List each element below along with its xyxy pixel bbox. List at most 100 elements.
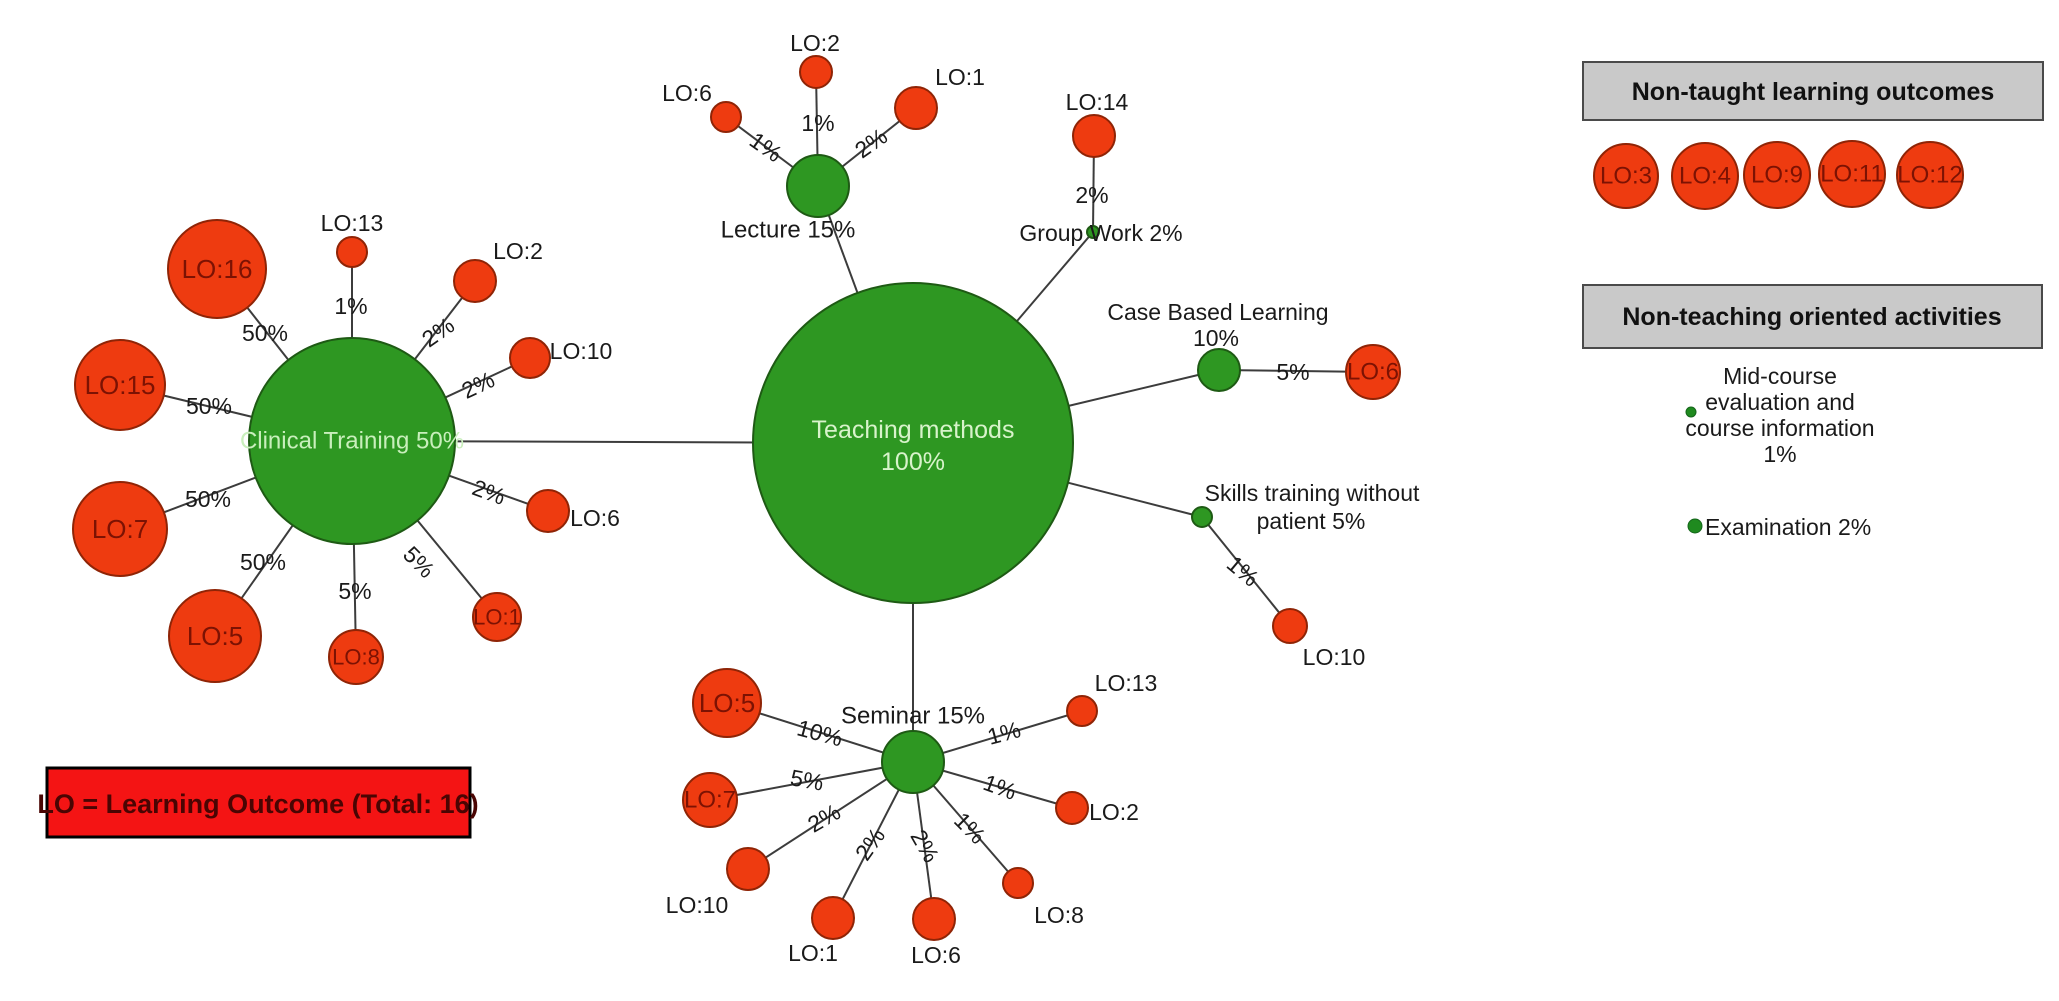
leaf-se_lo1 (811, 896, 855, 940)
mid-course-line-1: Mid-course (1723, 363, 1837, 389)
label-c_lo7-0: LO:7 (92, 514, 148, 544)
label-skills-0: Skills training without (1205, 480, 1420, 506)
label-l_lo6-0: LO:6 (662, 80, 712, 106)
hub-cbl (1197, 348, 1241, 392)
leaf-se_lo6 (912, 897, 956, 941)
label-c_lo8-0: LO:8 (332, 645, 380, 670)
hub-skills (1191, 506, 1213, 528)
edge-label-clinical-c_lo6: 2% (469, 474, 509, 510)
edge-label-groupwork-g_lo14: 2% (1075, 182, 1108, 208)
label-c_lo2-0: LO:2 (493, 238, 543, 264)
leaf-l_lo6 (710, 101, 742, 133)
label-teaching-0: Teaching methods (812, 416, 1015, 444)
mid-course-line-4: 1% (1763, 441, 1796, 467)
edge-label-seminar-se_lo1: 2% (850, 823, 890, 865)
mid-course-line-3: course information (1685, 415, 1874, 441)
leaf-se_lo10 (726, 847, 770, 891)
edge-label-seminar-se_lo10: 2% (803, 798, 845, 837)
node-labels-layer: Teaching methods 100% Clinical Training 50… (85, 30, 1963, 968)
label-p_lo9-0: LO:9 (1751, 162, 1803, 189)
edge-label-cbl-cb_lo6: 5% (1276, 359, 1309, 385)
label-se_lo8-0: LO:8 (1034, 902, 1084, 928)
hub-groupwork (1086, 225, 1100, 239)
label-lecture-0: Lecture 15% (721, 217, 856, 244)
label-p_lo4-0: LO:4 (1679, 163, 1731, 190)
examination-dot (1687, 518, 1703, 534)
label-c_lo13-0: LO:13 (321, 210, 384, 236)
label-se_lo2-0: LO:2 (1089, 799, 1139, 825)
panel-leaf-p_lo12 (1896, 141, 1964, 209)
leaf-c_lo13 (336, 236, 368, 268)
edge-label-clinical-c_lo7: 50% (185, 486, 231, 512)
label-groupwork-0: Group Work 2% (1019, 220, 1182, 246)
leaf-se_lo5 (692, 668, 762, 738)
leaf-c_lo10 (509, 337, 551, 379)
leaf-se_lo8 (1002, 867, 1034, 899)
edge-label-seminar-se_lo8: 1% (949, 807, 991, 849)
edge-label-clinical-c_lo15: 50% (186, 393, 232, 419)
hub-clinical (248, 337, 456, 545)
label-seminar-0: Seminar 15% (841, 703, 985, 730)
edge-label-seminar-se_lo5: 10% (794, 714, 845, 751)
leaf-s_lo10 (1272, 608, 1308, 644)
hub-teaching (752, 282, 1074, 604)
non-teaching-header-box (1582, 284, 2043, 349)
mid-course-line-2: evaluation and (1705, 389, 1855, 415)
label-se_lo10-0: LO:10 (666, 892, 729, 918)
leaf-se_lo2 (1055, 791, 1089, 825)
label-skills-1: patient 5% (1257, 508, 1366, 534)
leaf-l_lo2 (799, 55, 833, 89)
label-cbl-0: Case Based Learning (1107, 299, 1328, 325)
mid-course-dot (1685, 406, 1697, 418)
edge-label-clinical-c_lo16: 50% (242, 320, 288, 346)
panel-leaf-p_lo9 (1743, 141, 1811, 209)
edge-label-seminar-se_lo2: 1% (980, 769, 1020, 805)
edge-label-clinical-c_lo5: 50% (240, 549, 286, 575)
label-cbl-1: 10% (1193, 325, 1239, 351)
edge-label-seminar-se_lo6: 2% (905, 825, 944, 867)
panel-non-teaching: Non-teaching oriented activities Mid-cou… (1582, 284, 2043, 540)
label-se_lo6-0: LO:6 (911, 942, 961, 968)
leaf-c_lo15 (74, 339, 166, 431)
label-c_lo6-0: LO:6 (570, 505, 620, 531)
label-c_lo1-0: LO:1 (473, 605, 521, 630)
edge-label-seminar-se_lo13: 1% (985, 716, 1024, 750)
panel-leaf-p_lo4 (1671, 142, 1739, 210)
leaf-c_lo16 (167, 219, 267, 319)
leaf-cb_lo6 (1345, 344, 1401, 400)
edge-label-clinical-c_lo8: 5% (338, 578, 371, 604)
hub-seminar (881, 730, 945, 794)
nodes-layer (72, 55, 1964, 941)
leaf-se_lo13 (1066, 695, 1098, 727)
legend-box (45, 766, 472, 839)
edge-label-clinical-c_lo13: 1% (334, 293, 367, 319)
label-p_lo11-0: LO:11 (1820, 161, 1884, 188)
edge-skills-s_lo10 (1201, 516, 1291, 627)
edge-label-lecture-l_lo1: 2% (850, 123, 892, 163)
edge-label-seminar-se_lo7: 5% (788, 764, 825, 795)
label-cb_lo6-0: LO:6 (1347, 359, 1399, 386)
panel-leaf-p_lo3 (1593, 143, 1659, 209)
edge-label-clinical-c_lo1: 5% (398, 541, 440, 583)
label-g_lo14-0: LO:14 (1066, 89, 1129, 115)
label-se_lo5-0: LO:5 (699, 688, 755, 718)
leaf-g_lo14 (1072, 114, 1116, 158)
hub-lecture (786, 154, 850, 218)
legend: LO = Learning Outcome (Total: 16) (37, 766, 479, 839)
label-se_lo7-0: LO:7 (684, 787, 736, 814)
non-taught-header-box (1582, 61, 2044, 121)
edge-label-lecture-l_lo6: 1% (745, 127, 787, 167)
edge-label-lecture-l_lo2: 1% (801, 110, 834, 136)
leaf-c_lo7 (72, 481, 168, 577)
label-p_lo12-0: LO:12 (1897, 162, 1962, 189)
leaf-se_lo7 (682, 772, 738, 828)
leaf-c_lo8 (328, 629, 384, 685)
label-p_lo3-0: LO:3 (1600, 163, 1652, 190)
leaf-c_lo1 (472, 592, 522, 642)
panel-non-taught: Non-taught learning outcomes (1582, 61, 2044, 121)
label-se_lo13-0: LO:13 (1095, 670, 1158, 696)
label-c_lo10-0: LO:10 (550, 338, 613, 364)
edge-seminar-se_lo10 (747, 761, 914, 870)
